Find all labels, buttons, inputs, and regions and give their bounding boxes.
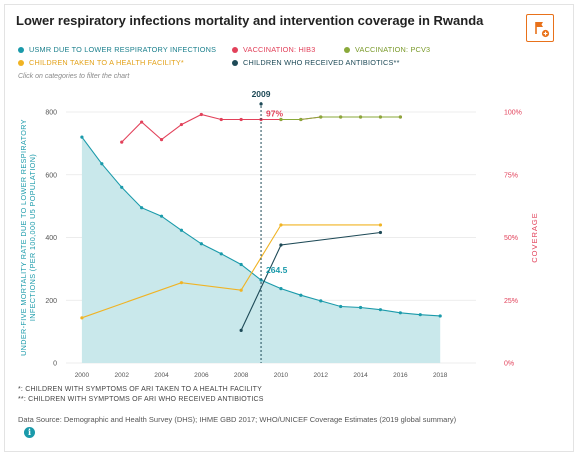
data-point-pcv3 bbox=[358, 115, 363, 119]
data-point-hib3 bbox=[120, 140, 124, 144]
chart-title: Lower respiratory infections mortality a… bbox=[16, 13, 484, 28]
x-tick-label: 2014 bbox=[353, 372, 368, 379]
x-tick-label: 2000 bbox=[75, 372, 90, 379]
data-point-hib3 bbox=[219, 117, 223, 122]
legend-dot-icon bbox=[18, 59, 24, 66]
legend-dot-icon bbox=[18, 46, 24, 53]
x-tick-label: 2016 bbox=[393, 372, 408, 379]
x-tick-label: 2008 bbox=[234, 372, 249, 379]
highlight-marker bbox=[259, 102, 263, 106]
data-point-pcv3 bbox=[299, 117, 303, 122]
data-point-hib3 bbox=[140, 120, 144, 124]
y-left-tick-label: 600 bbox=[45, 172, 57, 179]
data-point-hib3 bbox=[159, 138, 164, 142]
data-point-antibiotics bbox=[378, 230, 383, 235]
flag-add-icon bbox=[535, 22, 550, 38]
data-point-pcv3 bbox=[378, 115, 383, 119]
legend-item-hib3[interactable]: VACCINATION: HIB3 bbox=[232, 45, 315, 54]
y-left-tick-label: 400 bbox=[45, 235, 57, 242]
data-point-usmr bbox=[418, 313, 422, 317]
data-point-usmr bbox=[100, 162, 104, 166]
y-right-tick-label: 100% bbox=[504, 110, 522, 117]
data-source: Data Source: Demographic and Health Surv… bbox=[18, 415, 457, 424]
legend-item-health-facility[interactable]: CHILDREN TAKEN TO A HEALTH FACILITY* bbox=[18, 58, 184, 67]
data-point-pcv3 bbox=[279, 117, 283, 122]
data-point-antibiotics bbox=[279, 243, 283, 247]
data-point-usmr bbox=[179, 228, 184, 232]
y-left-tick-label: 800 bbox=[45, 110, 57, 117]
data-point-health_facility bbox=[80, 316, 84, 320]
data-point-usmr bbox=[319, 299, 323, 303]
legend-item-usmr[interactable]: USMR DUE TO LOWER RESPIRATORY INFECTIONS bbox=[18, 45, 216, 54]
y-left-tick-label: 200 bbox=[45, 298, 57, 305]
y-right-tick-label: 25% bbox=[504, 298, 518, 305]
info-icon[interactable]: i bbox=[24, 427, 35, 438]
y-right-axis-title: COVERAGE bbox=[530, 212, 539, 263]
y-left-tick-label: 0 bbox=[53, 361, 57, 368]
x-tick-label: 2012 bbox=[314, 372, 329, 379]
usmr-area-fill bbox=[81, 137, 441, 363]
x-tick-label: 2002 bbox=[114, 372, 129, 379]
legend-dot-icon bbox=[232, 46, 238, 53]
data-point-usmr bbox=[358, 305, 363, 310]
x-tick-label: 2018 bbox=[433, 372, 448, 379]
highlight-year-label: 2009 bbox=[252, 89, 271, 99]
data-point-usmr bbox=[239, 262, 243, 267]
data-point-health_facility bbox=[239, 288, 243, 292]
data-point-usmr bbox=[299, 293, 303, 297]
flag-add-button[interactable] bbox=[526, 14, 554, 42]
y-right-tick-label: 50% bbox=[504, 235, 518, 242]
legend-label: VACCINATION: HIB3 bbox=[243, 45, 316, 54]
legend-label: CHILDREN WHO RECEIVED ANTIBIOTICS** bbox=[243, 58, 400, 67]
data-point-health_facility bbox=[378, 223, 383, 227]
filter-hint: Click on categories to filter the chart bbox=[18, 73, 130, 80]
x-tick-label: 2010 bbox=[274, 372, 289, 379]
legend-label: USMR DUE TO LOWER RESPIRATORY INFECTIONS bbox=[29, 45, 217, 54]
data-point-health_facility bbox=[179, 281, 184, 285]
footnote-antibiotics: **: CHILDREN WITH SYMPTOMS OF ARI WHO RE… bbox=[18, 396, 264, 403]
highlight-hib3-value: 97% bbox=[266, 109, 283, 119]
data-point-antibiotics bbox=[239, 328, 243, 332]
data-point-hib3 bbox=[179, 122, 184, 127]
legend-dot-icon bbox=[232, 59, 238, 66]
legend-dot-icon bbox=[344, 46, 350, 53]
y-left-axis-title: UNDER-FIVE MORTALITY RATE DUE TO LOWER R… bbox=[19, 119, 37, 356]
data-point-usmr bbox=[159, 214, 164, 218]
footnote-health-facility: *: CHILDREN WITH SYMPTOMS OF ARI TAKEN T… bbox=[18, 386, 263, 393]
legend-label: CHILDREN TAKEN TO A HEALTH FACILITY* bbox=[29, 58, 184, 67]
data-point-usmr bbox=[398, 311, 402, 315]
y-right-tick-label: 0% bbox=[504, 361, 514, 368]
data-point-usmr bbox=[219, 252, 223, 256]
highlight-usmr-value: 264.5 bbox=[266, 265, 288, 275]
x-tick-label: 2006 bbox=[194, 372, 209, 379]
data-point-usmr bbox=[438, 314, 442, 318]
legend-item-pcv3[interactable]: VACCINATION: PCV3 bbox=[344, 45, 430, 54]
data-point-health_facility bbox=[279, 223, 283, 227]
data-point-pcv3 bbox=[398, 115, 402, 119]
data-point-pcv3 bbox=[319, 115, 323, 119]
y-right-tick-label: 75% bbox=[504, 172, 518, 179]
data-point-usmr bbox=[80, 135, 84, 139]
data-point-hib3 bbox=[239, 117, 243, 122]
data-point-pcv3 bbox=[339, 115, 343, 119]
data-point-usmr bbox=[279, 287, 283, 291]
legend-label: VACCINATION: PCV3 bbox=[355, 45, 431, 54]
legend-item-antibiotics[interactable]: CHILDREN WHO RECEIVED ANTIBIOTICS** bbox=[232, 58, 400, 67]
data-point-usmr bbox=[339, 304, 343, 309]
data-point-usmr bbox=[378, 308, 383, 312]
data-point-usmr bbox=[120, 185, 124, 189]
data-point-usmr bbox=[140, 206, 144, 210]
data-point-usmr bbox=[199, 242, 203, 246]
data-point-usmr bbox=[259, 278, 263, 282]
x-tick-label: 2004 bbox=[154, 372, 169, 379]
data-point-hib3 bbox=[199, 112, 203, 117]
